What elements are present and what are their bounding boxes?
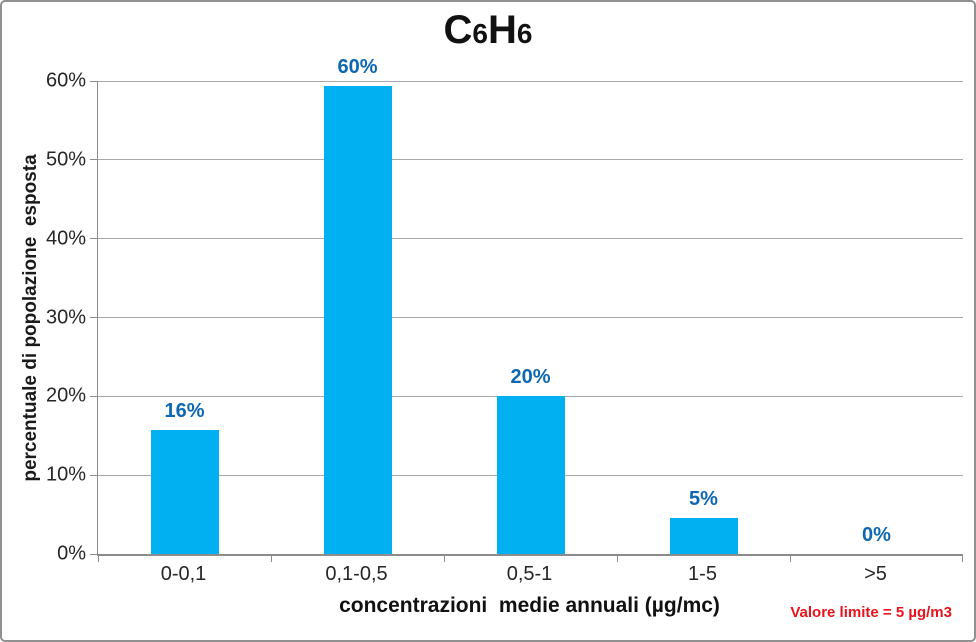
y-axis-tick bbox=[90, 159, 98, 161]
bar-value-label: 60% bbox=[337, 55, 378, 78]
gridline bbox=[98, 80, 963, 82]
y-axis-tick-label: 40% bbox=[45, 227, 86, 250]
bar bbox=[150, 430, 219, 554]
x-axis-tick bbox=[962, 556, 963, 562]
y-axis-tick bbox=[90, 395, 98, 397]
gridline bbox=[98, 317, 963, 318]
x-axis-title: concentrazioni medie annuali (µg/mc) bbox=[339, 594, 720, 617]
x-category-label: 0,1-0,5 bbox=[325, 563, 388, 585]
y-axis-tick bbox=[90, 553, 98, 555]
limit-annotation: Valore limite = 5 µg/m3 bbox=[790, 604, 952, 621]
x-category-label: 1-5 bbox=[688, 563, 717, 585]
y-axis-tick bbox=[90, 317, 98, 318]
title-subscript: 6 bbox=[472, 18, 488, 49]
y-axis-tick-label: 60% bbox=[45, 69, 86, 92]
gridline bbox=[98, 159, 963, 161]
y-axis-tick bbox=[90, 474, 98, 476]
gridline bbox=[98, 395, 963, 397]
bar-value-label: 20% bbox=[510, 366, 551, 389]
y-axis-tick bbox=[90, 238, 98, 240]
y-axis-tick-label: 0% bbox=[57, 542, 86, 565]
x-axis-tick bbox=[790, 556, 791, 562]
title-subscript: 6 bbox=[516, 18, 533, 49]
bar-value-label: 0% bbox=[862, 524, 891, 546]
x-category-label: >5 bbox=[864, 563, 887, 585]
x-axis-tick bbox=[617, 556, 618, 562]
title-letter: H bbox=[488, 8, 517, 52]
gridline bbox=[98, 238, 963, 240]
x-category-label: 0,5-1 bbox=[506, 563, 553, 585]
bar-value-label: 5% bbox=[689, 487, 718, 510]
y-axis-title: percentuale di popolazione esposta bbox=[20, 154, 41, 482]
x-axis-tick bbox=[271, 556, 272, 562]
x-axis-tick bbox=[444, 556, 445, 562]
y-axis-tick-label: 10% bbox=[45, 463, 86, 486]
x-axis-tick bbox=[98, 556, 99, 562]
chart-title: C6H6 bbox=[0, 10, 976, 50]
title-letter: C bbox=[443, 8, 473, 52]
bar bbox=[669, 517, 738, 554]
y-axis-tick-label: 30% bbox=[45, 306, 86, 328]
bar bbox=[496, 396, 565, 554]
y-axis-tick bbox=[90, 80, 98, 82]
bar bbox=[323, 85, 392, 554]
bar-value-label: 16% bbox=[164, 400, 205, 423]
x-category-label: 0-0,1 bbox=[160, 563, 207, 585]
plot-area: 0% 10% 20% 30% 40% 50% 60% 16% 60% 20% 5% 0% bbox=[46, 56, 963, 565]
y-axis-tick-label: 20% bbox=[45, 384, 86, 407]
y-axis-tick-label: 50% bbox=[45, 148, 86, 171]
